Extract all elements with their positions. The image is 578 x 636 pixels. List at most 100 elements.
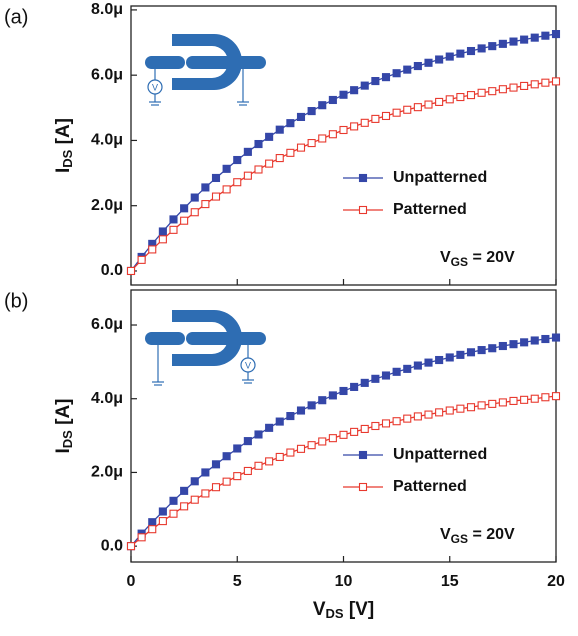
data-point xyxy=(413,361,422,370)
data-point xyxy=(318,437,327,446)
data-point xyxy=(307,107,316,116)
data-point xyxy=(339,125,348,135)
data-point xyxy=(360,424,369,433)
data-point xyxy=(148,518,157,527)
data-point xyxy=(477,44,486,53)
y-tick-label: 6.0μ xyxy=(91,66,123,83)
annotation-main: V xyxy=(440,526,451,543)
data-point xyxy=(413,61,422,71)
legend-marker xyxy=(358,482,368,492)
x-axis-label: VDS [V] xyxy=(313,599,374,621)
data-point xyxy=(254,461,263,470)
data-point xyxy=(403,414,412,423)
data-point xyxy=(158,227,167,236)
data-point xyxy=(541,393,550,402)
data-point xyxy=(328,130,337,139)
data-point xyxy=(201,489,210,498)
data-point xyxy=(318,101,327,110)
data-point xyxy=(360,118,369,127)
data-point xyxy=(254,139,263,149)
data-point xyxy=(233,178,242,187)
data-point xyxy=(286,148,295,157)
data-point xyxy=(307,401,316,410)
data-point xyxy=(520,81,529,90)
x-axis-label-sub: DS xyxy=(326,606,344,621)
data-point xyxy=(381,419,391,428)
data-point xyxy=(190,477,199,486)
data-point xyxy=(265,159,274,168)
data-point xyxy=(435,97,444,106)
data-point xyxy=(392,367,401,376)
data-point xyxy=(498,398,507,407)
data-point xyxy=(530,33,539,42)
x-tick-label: 10 xyxy=(335,573,353,590)
data-point xyxy=(286,411,295,421)
data-point xyxy=(233,472,242,481)
data-point xyxy=(360,81,369,90)
data-point xyxy=(211,460,221,469)
data-point xyxy=(169,225,178,234)
data-point xyxy=(520,395,529,404)
data-point xyxy=(435,355,444,365)
data-point xyxy=(243,171,252,180)
panel-label: (a) xyxy=(4,6,28,28)
data-point xyxy=(392,108,401,117)
y-tick-label: 4.0μ xyxy=(91,132,123,149)
data-point xyxy=(381,111,391,121)
data-point xyxy=(254,430,263,439)
inset-a xyxy=(145,34,266,90)
data-point xyxy=(350,122,359,131)
data-point xyxy=(381,371,391,380)
annotation-sub: GS xyxy=(451,255,468,269)
data-point xyxy=(190,495,199,504)
data-point xyxy=(445,52,454,61)
y-tick-label: 0.0 xyxy=(101,537,123,554)
x-axis-label-rest: [V] xyxy=(344,599,375,620)
data-point xyxy=(169,215,178,224)
annotation-rest: = 20V xyxy=(468,526,515,543)
legend-label: Unpatterned xyxy=(393,169,487,186)
data-point xyxy=(424,58,433,67)
panel-label: (b) xyxy=(4,290,28,312)
data-point xyxy=(265,423,274,432)
data-point xyxy=(445,406,454,415)
x-tick-label: 0 xyxy=(127,573,136,590)
data-point xyxy=(190,208,199,217)
x-axis-label-main: V xyxy=(313,599,326,620)
data-point xyxy=(551,333,561,342)
data-point xyxy=(222,164,231,173)
data-point xyxy=(286,448,295,457)
data-point xyxy=(498,341,507,351)
legend-label: Patterned xyxy=(393,201,467,218)
data-point xyxy=(148,525,157,534)
data-point xyxy=(509,37,518,46)
annotation-main: V xyxy=(440,249,451,266)
data-point xyxy=(169,496,178,505)
series-line xyxy=(130,80,557,272)
data-point xyxy=(158,507,167,516)
data-point xyxy=(466,348,476,357)
data-point xyxy=(456,404,465,413)
data-point xyxy=(509,340,518,349)
data-point xyxy=(180,216,189,225)
data-point xyxy=(233,155,242,165)
annotation: VGS = 20V xyxy=(440,526,515,546)
data-point xyxy=(413,412,422,421)
y-tick-label: 8.0μ xyxy=(91,1,123,18)
data-point xyxy=(137,255,146,264)
data-point xyxy=(265,457,274,466)
data-point xyxy=(180,502,189,511)
data-point xyxy=(488,344,497,353)
data-point xyxy=(222,185,231,194)
y-tick-label: 4.0μ xyxy=(91,390,123,407)
data-point xyxy=(222,477,231,486)
data-point xyxy=(243,466,252,476)
data-point xyxy=(488,87,497,96)
data-point xyxy=(275,125,284,134)
y-tick-label: 6.0μ xyxy=(91,316,123,333)
data-point xyxy=(296,444,306,453)
x-tick-label: 15 xyxy=(441,573,459,590)
inset-label: V xyxy=(152,82,158,92)
data-point xyxy=(551,77,561,86)
